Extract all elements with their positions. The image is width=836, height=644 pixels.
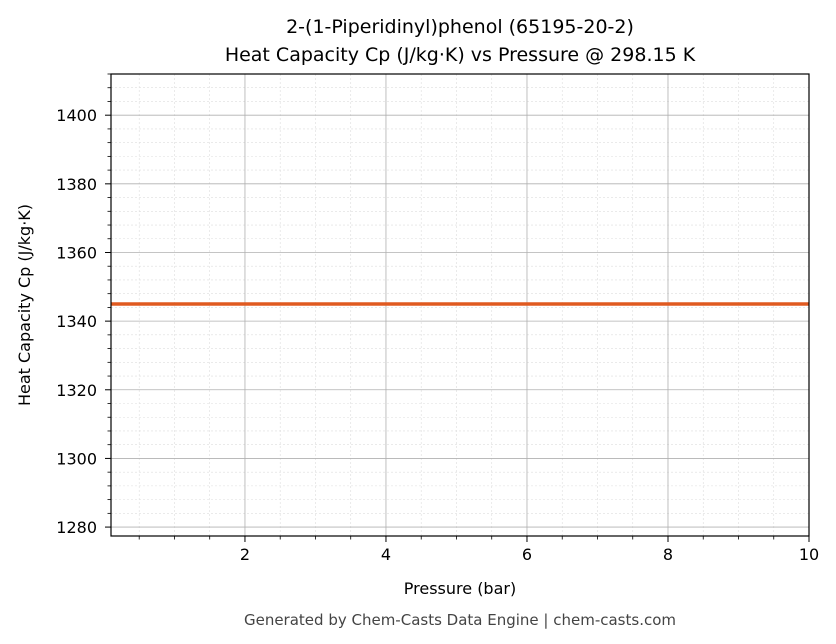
tick-label-x: 6 <box>522 545 532 564</box>
tick-label-y: 1360 <box>56 243 97 262</box>
tick-label-x: 10 <box>799 545 819 564</box>
y-axis-label: Heat Capacity Cp (J/kg·K) <box>15 204 34 406</box>
tick-label-y: 1280 <box>56 518 97 537</box>
tick-label-y: 1320 <box>56 381 97 400</box>
tick-label-x: 8 <box>663 545 673 564</box>
tick-label-y: 1300 <box>56 449 97 468</box>
ticks: 2 4 6 8 10 1280 1300 1320 1340 1360 1380 1400 <box>56 73 819 564</box>
chart-title: 2-(1-Piperidinyl)phenol (65195-20-2) <box>286 16 634 38</box>
footer-credit: Generated by Chem-Casts Data Engine | ch… <box>244 611 676 629</box>
tick-label-x: 2 <box>240 545 250 564</box>
plot-frame <box>110 73 810 537</box>
tick-label-x: 4 <box>381 545 391 564</box>
tick-label-y: 1380 <box>56 175 97 194</box>
tick-label-y: 1400 <box>56 106 97 125</box>
chart-subtitle: Heat Capacity Cp (J/kg·K) vs Pressure @ … <box>225 44 696 66</box>
minor-grid <box>111 73 809 536</box>
x-axis-label: Pressure (bar) <box>404 579 516 598</box>
tick-label-y: 1340 <box>56 312 97 331</box>
